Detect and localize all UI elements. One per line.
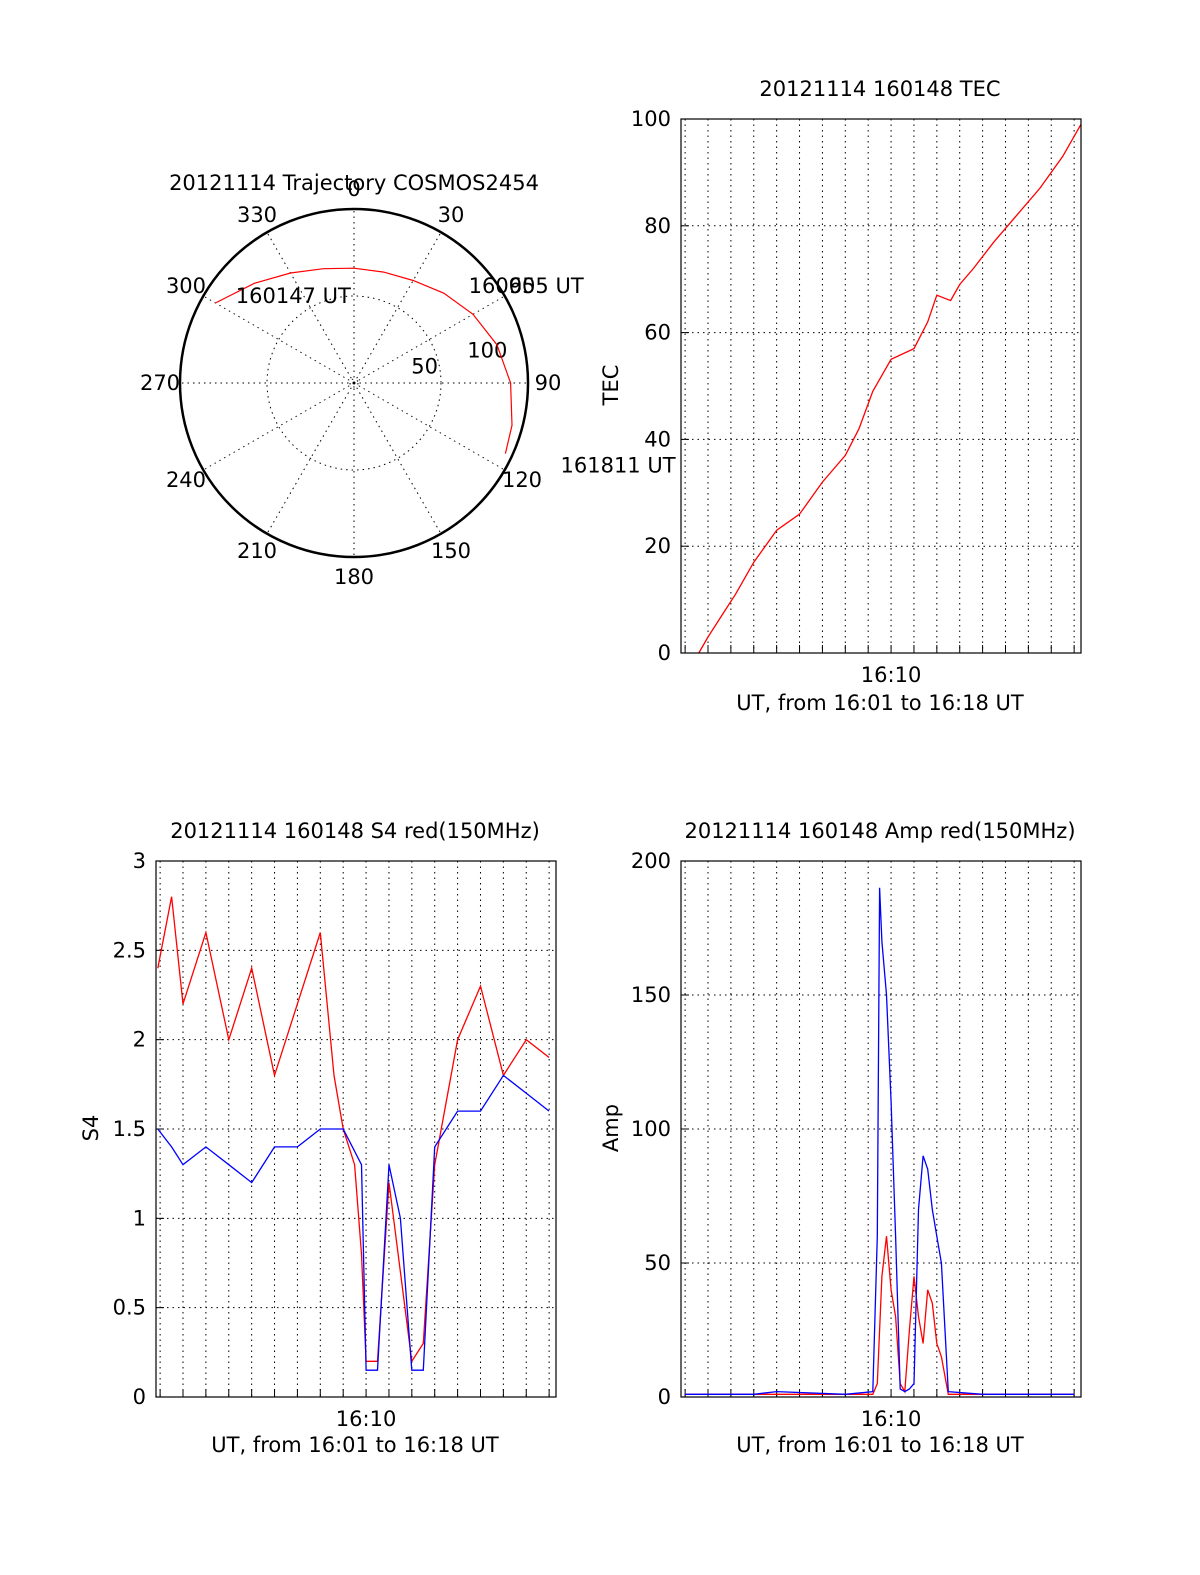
- polar-trajectory-plot: 20121114 Trajectory COSMOS2454 0 30 60 90 12…: [140, 171, 676, 589]
- tec-series-line: [698, 123, 1082, 654]
- tec-ytick-label: 0: [658, 641, 671, 665]
- s4-xtick-label: 16:10: [336, 1407, 397, 1431]
- s4-ytick-label: 1.5: [113, 1117, 146, 1141]
- s4-xlabel: UT, from 16:01 to 16:18 UT: [211, 1433, 499, 1457]
- tec-xlabel: UT, from 16:01 to 16:18 UT: [736, 691, 1024, 715]
- polar-azimuth-label: 150: [431, 539, 471, 563]
- tec-ytick-label: 100: [631, 107, 671, 131]
- polar-spoke: [266, 232, 355, 384]
- s4-ytick-label: 1: [133, 1206, 146, 1230]
- polar-spoke: [353, 295, 505, 384]
- s4-frame: [155, 860, 557, 1398]
- polar-azimuth-label: 180: [334, 565, 374, 589]
- amp-ylabel: Amp: [599, 1104, 623, 1152]
- polar-spoke: [203, 295, 355, 384]
- amp-ytick-label: 50: [644, 1251, 671, 1275]
- polar-time-annotation: 160955 UT: [469, 274, 584, 298]
- amp-frame: [680, 860, 1082, 1398]
- s4-ytick-label: 0: [133, 1385, 146, 1409]
- s4-ytick-label: 2: [133, 1028, 146, 1052]
- amp-ytick-label: 0: [658, 1385, 671, 1409]
- s4-series-line: [157, 1074, 550, 1371]
- amp-xlabel: UT, from 16:01 to 16:18 UT: [736, 1433, 1024, 1457]
- amp-plot: 20121114 160148 Amp red(150MHz) Amp UT, …: [599, 819, 1082, 1457]
- s4-plot: 20121114 160148 S4 red(150MHz) S4 UT, fr…: [79, 819, 557, 1457]
- amp-series-line: [685, 1236, 1075, 1395]
- polar-azimuth-label: 330: [237, 203, 277, 227]
- s4-ytick-label: 0.5: [113, 1296, 146, 1320]
- tec-ytick-label: 40: [644, 427, 671, 451]
- s4-title: 20121114 160148 S4 red(150MHz): [170, 819, 540, 843]
- amp-ytick-label: 150: [631, 983, 671, 1007]
- polar-spoke: [353, 382, 442, 534]
- tec-plot: 20121114 160148 TEC TEC UT, from 16:01 t…: [599, 77, 1082, 715]
- polar-azimuth-label: 210: [237, 539, 277, 563]
- tec-ytick-label: 80: [644, 214, 671, 238]
- polar-grid-circle: [266, 295, 442, 471]
- polar-azimuth-label: 90: [535, 371, 562, 395]
- polar-azimuth-label: 0: [347, 177, 360, 201]
- polar-center-mark: [349, 378, 359, 388]
- polar-outer-circle: [178, 207, 530, 559]
- polar-title: 20121114 Trajectory COSMOS2454: [169, 171, 539, 195]
- tec-frame: [680, 118, 1082, 654]
- polar-azimuth-label: 30: [438, 203, 465, 227]
- s4-ylabel: S4: [79, 1115, 103, 1142]
- amp-title: 20121114 160148 Amp red(150MHz): [684, 819, 1075, 843]
- tec-xtick-label: 16:10: [861, 663, 922, 687]
- amp-xtick-label: 16:10: [861, 1407, 922, 1431]
- polar-time-annotation: 161811 UT: [561, 453, 676, 477]
- tec-ytick-label: 20: [644, 534, 671, 558]
- polar-elevation-label: 50: [411, 354, 438, 378]
- polar-azimuth-label: 240: [166, 468, 206, 492]
- polar-elevation-label: 100: [467, 339, 507, 363]
- polar-azimuth-label: 120: [502, 468, 542, 492]
- polar-azimuth-label: 300: [166, 274, 206, 298]
- tec-ytick-label: 60: [644, 321, 671, 345]
- tec-ylabel: TEC: [599, 365, 623, 407]
- tec-title: 20121114 160148 TEC: [759, 77, 1000, 101]
- polar-azimuth-label: 60: [509, 274, 536, 298]
- s4-ytick-label: 3: [133, 849, 146, 873]
- polar-spoke: [353, 232, 442, 384]
- amp-ytick-label: 200: [631, 849, 671, 873]
- polar-spoke: [203, 382, 355, 471]
- s4-ytick-label: 2.5: [113, 938, 146, 962]
- polar-trajectory-line: [215, 267, 513, 454]
- polar-time-annotation: 160147 UT: [236, 284, 351, 308]
- polar-spoke: [353, 382, 505, 471]
- amp-series-line: [685, 887, 1075, 1395]
- polar-azimuth-label: 270: [140, 371, 180, 395]
- amp-ytick-label: 100: [631, 1117, 671, 1141]
- polar-spoke: [266, 382, 355, 534]
- s4-series-line: [157, 896, 550, 1364]
